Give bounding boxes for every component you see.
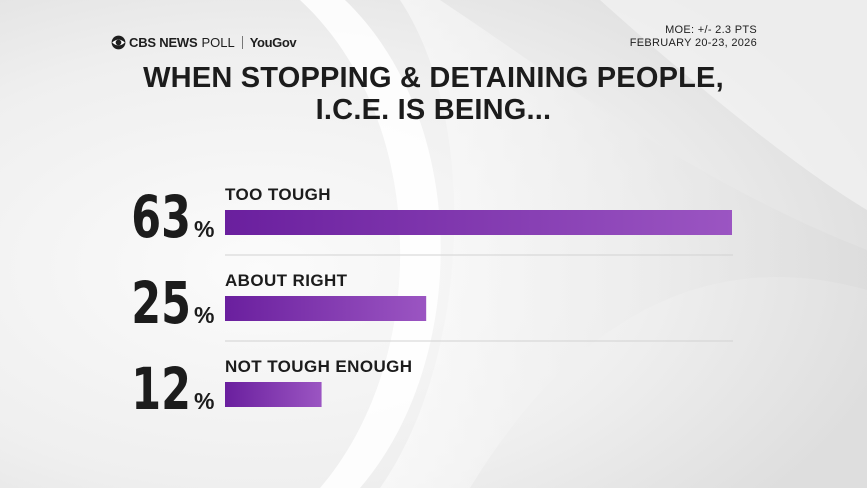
cbs-eye-icon xyxy=(111,35,126,49)
brand-logo: CBS NEWS POLL YouGov xyxy=(111,33,297,51)
margin-of-error: MOE: +/- 2.3 PTS xyxy=(665,24,757,36)
bar xyxy=(225,382,322,407)
value-suffix-label: % xyxy=(194,216,214,242)
bar xyxy=(225,210,732,235)
value-label: 25 xyxy=(131,271,191,338)
brand-divider xyxy=(241,35,243,49)
poll-meta: MOE: +/- 2.3 PTS FEBRUARY 20-23, 2026 xyxy=(630,24,757,50)
category-label: TOO TOUGH xyxy=(225,185,331,204)
chart-title: WHEN STOPPING & DETAINING PEOPLE, I.C.E.… xyxy=(0,62,867,126)
brand-partner-text: YouGov xyxy=(249,34,297,50)
poll-dates: FEBRUARY 20-23, 2026 xyxy=(629,37,757,49)
brand-cbs-text: CBS NEWS xyxy=(129,34,198,50)
chart-title-line-2: I.C.E. IS BEING... xyxy=(315,94,552,126)
bar xyxy=(225,296,427,321)
category-label: ABOUT RIGHT xyxy=(225,271,348,290)
value-label: 63 xyxy=(131,185,191,252)
value-suffix-label: % xyxy=(194,388,214,414)
value-label: 12 xyxy=(131,357,191,424)
category-label: NOT TOUGH ENOUGH xyxy=(225,357,412,376)
chart-title-line-1: WHEN STOPPING & DETAINING PEOPLE, xyxy=(143,62,724,94)
brand-poll-text: POLL xyxy=(201,34,235,50)
value-suffix-label: % xyxy=(194,302,214,328)
